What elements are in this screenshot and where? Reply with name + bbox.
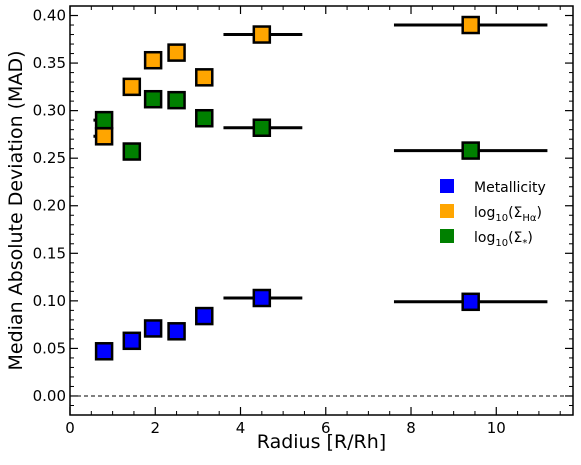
data-point-s0-p5	[252, 288, 272, 308]
data-point-s2-p6	[461, 141, 480, 160]
data-point-s0-p1	[122, 331, 142, 351]
x-tick-label: 0	[65, 419, 75, 437]
data-point-s0-p6	[461, 292, 480, 312]
y-tick-label: 0.10	[33, 292, 66, 310]
data-point-s1-p5	[252, 25, 272, 44]
x-tick-label: 8	[406, 419, 416, 437]
chart-marks	[70, 15, 573, 397]
data-point-s2-p1	[122, 142, 142, 161]
legend-label-0: Metallicity	[474, 180, 546, 196]
legend-marker-1	[440, 204, 454, 218]
data-point-s2-p0	[94, 110, 114, 130]
y-tick-label: 0.30	[33, 102, 66, 120]
x-tick-label: 10	[487, 419, 506, 437]
data-point-s1-p4	[195, 68, 214, 87]
x-tick-label: 2	[150, 419, 160, 437]
legend-marker-2	[440, 229, 454, 243]
data-point-s2-p5	[252, 118, 272, 137]
legend-label-1: log10(ΣHα)	[474, 205, 542, 224]
y-tick-label: 0.25	[33, 149, 66, 167]
data-point-s1-p2	[143, 50, 163, 70]
y-tick-label: 0.05	[33, 339, 66, 357]
legend: Metallicity log10(ΣHα) log10(Σ*)	[440, 179, 546, 249]
y-tick-label: 0.15	[33, 244, 66, 262]
x-tick-label: 6	[321, 419, 331, 437]
data-point-s2-p2	[143, 89, 163, 109]
y-tick-label: 0.00	[33, 387, 66, 405]
chart-axes: 0 2 4 6 8 10 0.00 0.05 0.10 0.15 0.20 0.25 0.30 0.35 0…	[33, 5, 574, 437]
y-tick-label: 0.35	[33, 54, 66, 72]
data-point-s1-p0	[94, 127, 114, 146]
legend-marker-0	[440, 179, 454, 193]
y-axis-label: Median Absolute Deviation (MAD)	[5, 51, 27, 371]
plot-frame	[69, 5, 574, 416]
y-tick-label: 0.20	[33, 197, 66, 215]
legend-label-2: log10(Σ*)	[474, 230, 533, 249]
x-axis-label: Radius [R/Rh]	[257, 431, 386, 453]
y-tick-label: 0.40	[33, 7, 66, 25]
data-point-s1-p6	[461, 15, 480, 35]
data-point-s0-p2	[143, 319, 163, 338]
data-point-s0-p0	[94, 342, 114, 361]
data-point-s0-p3	[167, 322, 186, 341]
data-point-s1-p1	[122, 77, 142, 97]
data-point-s2-p3	[167, 90, 186, 110]
data-point-s2-p4	[195, 108, 214, 128]
data-point-s1-p3	[167, 43, 186, 62]
x-tick-label: 4	[236, 419, 246, 437]
data-point-s0-p4	[195, 306, 214, 326]
